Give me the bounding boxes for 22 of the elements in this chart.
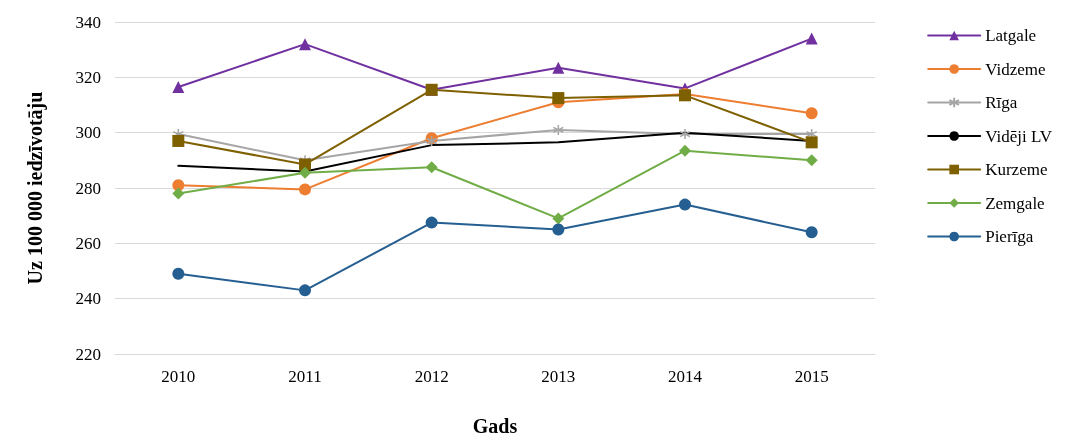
- x-tick-label: 2013: [541, 367, 576, 386]
- y-tick-label: 260: [75, 233, 101, 253]
- legend-label: Rīga: [985, 93, 1018, 112]
- legend-label: Vidēji LV: [985, 126, 1053, 146]
- x-tick-label: 2015: [794, 367, 829, 386]
- legend-label: Pierīga: [985, 227, 1034, 246]
- y-tick-label: 300: [75, 123, 101, 143]
- x-tick-label: 2012: [414, 367, 449, 386]
- legend-label: Kurzeme: [985, 160, 1048, 179]
- x-tick-label: 2010: [161, 367, 196, 386]
- y-tick-label: 340: [75, 12, 101, 32]
- y-axis-title: Uz 100 000 iedzīvotāju: [24, 91, 47, 285]
- y-tick-label: 280: [75, 178, 101, 198]
- y-tick-label: 220: [75, 344, 101, 364]
- x-axis-title: Gads: [472, 415, 518, 437]
- x-tick-label: 2014: [668, 367, 703, 386]
- legend-label: Vidzeme: [985, 59, 1046, 79]
- y-tick-label: 320: [75, 67, 101, 87]
- y-tick-label: 240: [75, 289, 101, 309]
- legend-label: Zemgale: [985, 193, 1045, 213]
- legend-label: Latgale: [985, 26, 1037, 45]
- x-tick-label: 2011: [288, 367, 322, 386]
